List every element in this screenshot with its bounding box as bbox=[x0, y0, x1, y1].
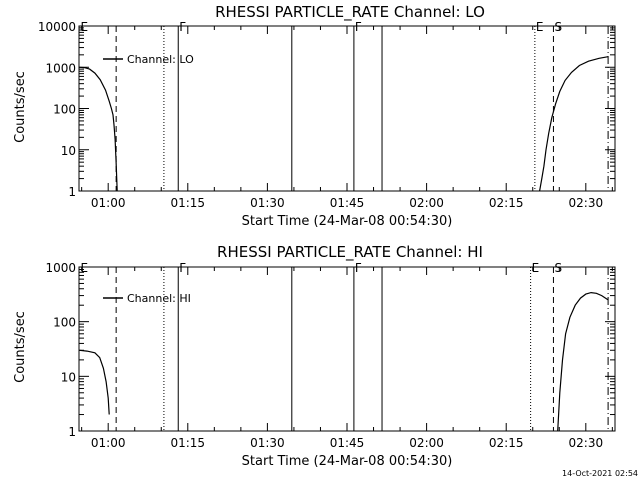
flag-label: S bbox=[554, 20, 562, 34]
flag-label: F bbox=[179, 261, 186, 275]
series-line bbox=[79, 66, 118, 192]
flag-label: S bbox=[554, 261, 562, 275]
y-axis-label: Counts/sec bbox=[13, 71, 28, 143]
y-axis-label: Counts/sec bbox=[13, 311, 28, 383]
y-tick-label: 1000 bbox=[45, 61, 76, 75]
y-tick-label: 10 bbox=[61, 370, 76, 384]
panel-body: 1 10 100 1000 01:00 01:15 01:30 01:45 02:00 02:15… bbox=[45, 261, 616, 450]
series-line bbox=[557, 291, 609, 432]
flag-label: E bbox=[81, 20, 89, 34]
x-tick-label: 01:30 bbox=[250, 436, 285, 450]
y-tick-label: 1 bbox=[68, 425, 76, 439]
x-tick-label: 02:30 bbox=[569, 436, 604, 450]
flag-label: F bbox=[355, 261, 362, 275]
x-tick-label: 01:15 bbox=[170, 436, 205, 450]
flag-label: F bbox=[179, 20, 186, 34]
x-tick-label: 01:00 bbox=[91, 436, 126, 450]
x-tick-label: 02:00 bbox=[409, 436, 444, 450]
x-tick-label: 02:15 bbox=[489, 196, 524, 210]
y-tick-label: 100 bbox=[53, 316, 76, 330]
series-line bbox=[539, 56, 609, 192]
chart-panel-lo: RHESSI PARTICLE_RATE Channel: LO 1101001… bbox=[13, 3, 616, 229]
x-tick-label: 02:00 bbox=[409, 196, 444, 210]
chart-title: RHESSI PARTICLE_RATE Channel: HI bbox=[217, 243, 483, 262]
flag-label: E bbox=[81, 261, 89, 275]
legend-label: Channel: HI bbox=[127, 292, 191, 305]
x-axis-label: Start Time (24-Mar-08 00:54:30) bbox=[242, 454, 453, 469]
footer-timestamp: 14-Oct-2021 02:54 bbox=[562, 469, 638, 478]
y-tick-label: 100 bbox=[53, 103, 76, 117]
x-tick-label: 02:30 bbox=[569, 196, 604, 210]
x-tick-label: 02:15 bbox=[489, 436, 524, 450]
y-tick-label: 1 bbox=[68, 185, 76, 199]
y-tick-label: 10000 bbox=[38, 20, 76, 34]
x-tick-label: 01:00 bbox=[91, 196, 126, 210]
y-tick-label: 10 bbox=[61, 144, 76, 158]
panel-body: 1 10 100 1000 10000 01:00 01:15 01:30 01:45 02:00… bbox=[38, 20, 616, 210]
flag-label: E bbox=[536, 20, 544, 34]
y-tick-label: 1000 bbox=[45, 261, 76, 275]
x-tick-label: 01:45 bbox=[330, 436, 365, 450]
chart-title: RHESSI PARTICLE_RATE Channel: LO bbox=[215, 3, 485, 22]
series-line bbox=[79, 349, 110, 415]
x-tick-label: 01:15 bbox=[170, 196, 205, 210]
chart-panel-hi: RHESSI PARTICLE_RATE Channel: HI 1101001… bbox=[13, 243, 616, 469]
flag-label: E bbox=[532, 261, 540, 275]
x-tick-label: 01:45 bbox=[330, 196, 365, 210]
x-axis-label: Start Time (24-Mar-08 00:54:30) bbox=[242, 214, 453, 229]
x-tick-label: 01:30 bbox=[250, 196, 285, 210]
legend-label: Channel: LO bbox=[127, 53, 194, 66]
flag-label: F bbox=[355, 20, 362, 34]
